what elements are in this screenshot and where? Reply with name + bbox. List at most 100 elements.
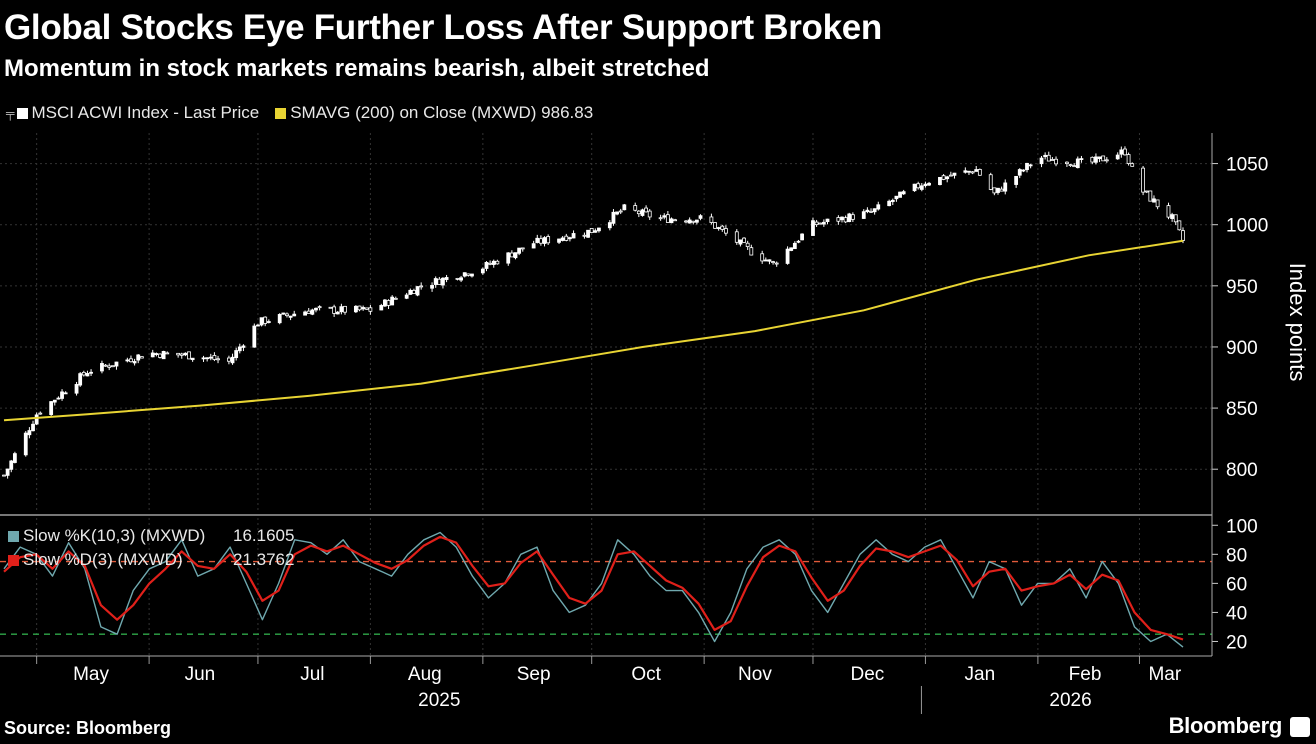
- candle-body: [869, 210, 873, 213]
- candle-body: [63, 392, 68, 395]
- candle-body: [774, 262, 779, 265]
- y-tick-label: 950: [1226, 277, 1258, 298]
- candle-body: [898, 191, 902, 198]
- candle-body: [23, 432, 28, 456]
- candle-body: [673, 219, 678, 222]
- candle-body: [890, 199, 895, 202]
- candle-body: [825, 218, 830, 223]
- candle-body: [738, 239, 743, 245]
- candle-body: [742, 237, 746, 243]
- candle-body: [571, 233, 576, 239]
- candle-body: [480, 268, 485, 274]
- candle-body: [390, 296, 395, 306]
- x-month-label: Mar: [1148, 664, 1181, 685]
- candle-body: [256, 324, 260, 327]
- y-tick-label: 800: [1226, 460, 1258, 481]
- candle-body: [767, 259, 772, 262]
- candle-body: [241, 345, 246, 348]
- candle-body: [139, 356, 144, 359]
- candle-body: [34, 414, 39, 425]
- x-month-label: Jul: [300, 664, 324, 685]
- upper-legend: ╤ MSCI ACWI Index - Last Price SMAVG (20…: [6, 103, 609, 123]
- candle-body: [847, 213, 852, 223]
- candle-body: [941, 175, 946, 180]
- candle-body: [430, 285, 434, 289]
- candle-body: [999, 188, 1004, 192]
- candle-body: [992, 187, 997, 194]
- candle-body: [724, 228, 728, 234]
- chart-subtitle: Momentum in stock markets remains bearis…: [4, 55, 710, 82]
- x-month-label: Jun: [185, 664, 216, 685]
- candle-body: [517, 247, 522, 254]
- candle-body: [633, 205, 638, 211]
- candle-body: [1090, 156, 1095, 163]
- candle-body: [589, 228, 594, 233]
- candle-body: [208, 356, 213, 359]
- candle-body: [927, 182, 931, 186]
- candle-body: [887, 200, 892, 207]
- candle-body: [285, 313, 289, 317]
- candle-body: [1144, 190, 1149, 193]
- candle-body: [31, 423, 35, 432]
- candle-body: [60, 391, 64, 399]
- candle-body: [665, 214, 670, 223]
- candle-body: [1028, 164, 1033, 167]
- candle-body: [176, 352, 181, 356]
- candle-body: [1075, 158, 1080, 169]
- candle-body: [343, 305, 347, 313]
- candle-body: [691, 220, 696, 223]
- x-month-label: Jan: [965, 664, 996, 685]
- candle-body: [876, 204, 881, 210]
- candle-body: [952, 172, 957, 176]
- x-month-label: May: [73, 664, 109, 685]
- slow-d-line: [3, 535, 1184, 641]
- candle-body: [466, 273, 471, 276]
- candle-body: [872, 208, 877, 213]
- candle-body: [586, 229, 590, 238]
- candle-body: [1054, 158, 1058, 165]
- osc-tick-label: 20: [1226, 632, 1247, 653]
- candle-body: [1119, 149, 1124, 155]
- candle-body: [393, 297, 398, 300]
- candle-body: [383, 299, 387, 307]
- brand-wordmark: Bloomberg: [1168, 713, 1283, 738]
- candle-legend-icon: ╤: [6, 106, 15, 120]
- candle-body: [205, 357, 210, 360]
- candle-body: [408, 289, 413, 295]
- candle-body: [901, 191, 906, 195]
- candle-body: [1050, 159, 1055, 161]
- candle-body: [1141, 167, 1145, 193]
- x-month-label: Dec: [850, 664, 884, 685]
- candle-body: [557, 238, 561, 243]
- candle-body: [259, 317, 264, 326]
- legend-k-label: Slow %K(10,3) (MXWD): [23, 526, 206, 545]
- candle-body: [179, 353, 184, 356]
- candle-body: [234, 350, 239, 359]
- candle-body: [415, 286, 420, 296]
- candle-body: [582, 234, 587, 237]
- candle-body: [132, 361, 137, 364]
- candle-body: [1079, 158, 1084, 160]
- y-tick-label: 850: [1226, 399, 1258, 420]
- candle-body: [974, 169, 979, 172]
- candle-body: [622, 204, 627, 211]
- candle-body: [796, 240, 801, 243]
- slow-k-line: [3, 531, 1184, 648]
- yellow-swatch-icon: [275, 107, 287, 119]
- osc-tick-label: 60: [1226, 574, 1247, 595]
- candle-body: [150, 352, 155, 358]
- candle-body: [227, 357, 231, 362]
- candle-body: [103, 364, 108, 367]
- candle-body: [12, 453, 17, 463]
- candle-body: [107, 365, 112, 368]
- candle-body: [509, 252, 514, 258]
- osc-tick-label: 40: [1226, 603, 1247, 624]
- candle-body: [114, 361, 119, 367]
- candle-body: [800, 233, 804, 241]
- candle-body: [495, 260, 500, 265]
- candle-body: [640, 209, 645, 216]
- y-axis-title: Index points: [1285, 263, 1310, 382]
- candle-body: [444, 277, 449, 280]
- legend-item-index: ╤ MSCI ACWI Index - Last Price: [6, 103, 259, 123]
- x-month-label: Feb: [1069, 664, 1102, 685]
